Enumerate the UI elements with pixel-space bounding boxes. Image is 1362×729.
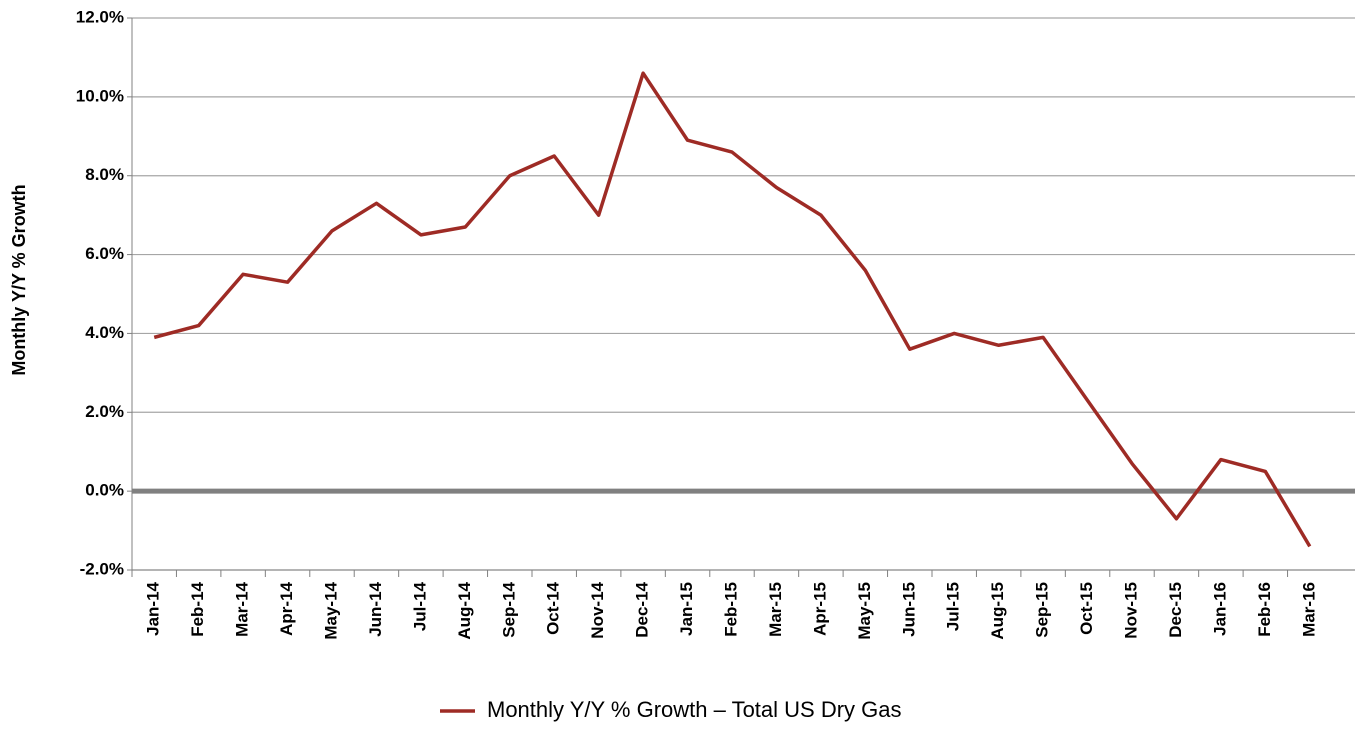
x-tick-label: Oct-14 (544, 581, 563, 634)
y-tick-label: 10.0% (76, 86, 124, 105)
x-tick-label: Mar-16 (1299, 582, 1318, 637)
x-tick-label: Mar-15 (766, 582, 785, 637)
x-tick-label: Nov-14 (588, 581, 607, 638)
x-tick-label: Jul-14 (410, 581, 429, 631)
y-tick-label: 6.0% (85, 244, 124, 263)
y-tick-label: 4.0% (85, 323, 124, 342)
x-tick-label: Aug-15 (988, 582, 1007, 640)
x-tick-label: Mar-14 (233, 581, 252, 636)
x-tick-label: May-14 (321, 581, 340, 639)
x-tick-label: Apr-14 (277, 581, 296, 635)
x-tick-label: May-15 (855, 582, 874, 640)
x-tick-label: Jul-15 (944, 582, 963, 631)
x-tick-label: Feb-14 (188, 581, 207, 636)
x-tick-label: Apr-15 (810, 582, 829, 636)
legend-label: Monthly Y/Y % Growth – Total US Dry Gas (487, 697, 902, 722)
x-tick-label: Jan-15 (677, 582, 696, 636)
x-tick-label: Nov-15 (1121, 582, 1140, 639)
x-tick-label: Feb-15 (721, 582, 740, 637)
y-tick-label: 0.0% (85, 481, 124, 500)
x-tick-label: Jun-14 (366, 581, 385, 636)
y-axis-title: Monthly Y/Y % Growth (9, 184, 29, 375)
x-tick-label: Sep-15 (1033, 582, 1052, 638)
line-series (153, 71, 1312, 548)
y-tick-label: 12.0% (76, 7, 124, 26)
x-tick-label: Jan-14 (144, 581, 163, 635)
y-tick-label: 2.0% (85, 402, 124, 421)
x-tick-label: Jun-15 (899, 582, 918, 637)
x-tick-label: Jan-16 (1210, 582, 1229, 636)
x-tick-label: Dec-15 (1166, 582, 1185, 638)
x-tick-label: Aug-14 (455, 581, 474, 639)
y-tick-label: 8.0% (85, 165, 124, 184)
y-tick-label: -2.0% (80, 559, 124, 578)
x-tick-label: Feb-16 (1255, 582, 1274, 637)
x-tick-label: Sep-14 (499, 581, 518, 637)
x-tick-label: Oct-15 (1077, 582, 1096, 635)
x-tick-label: Dec-14 (633, 581, 652, 637)
